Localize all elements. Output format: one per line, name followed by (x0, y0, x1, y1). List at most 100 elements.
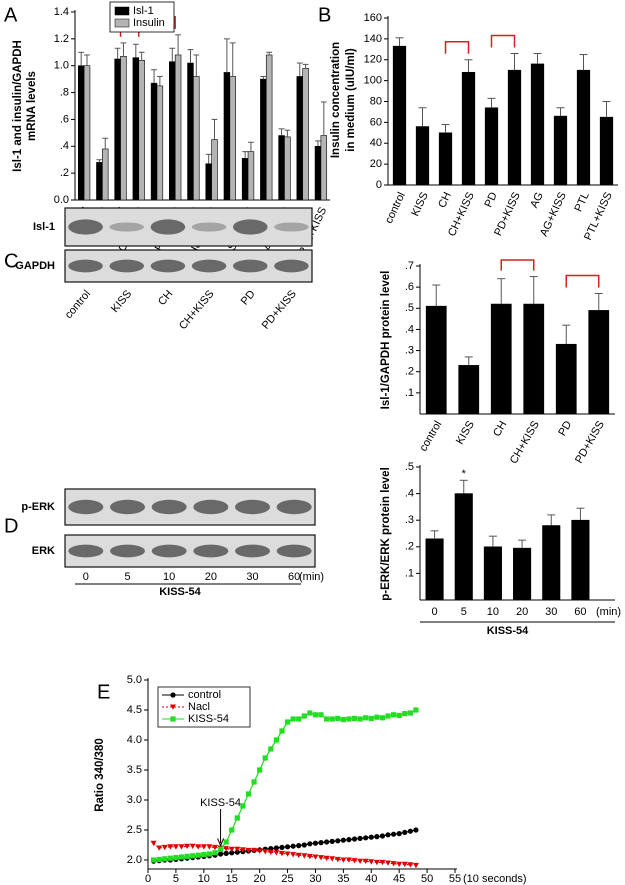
significance-bracket (490, 34, 516, 48)
annotation-arrowhead (217, 838, 225, 847)
error-bar (556, 107, 565, 117)
blot-band (68, 219, 103, 235)
x-tick-label: 45 (393, 873, 405, 885)
x-tick-label: 15 (226, 873, 238, 885)
x-tick-label: 10 (198, 873, 210, 885)
error-bar (278, 128, 285, 136)
blot-band (276, 544, 312, 558)
point (412, 862, 419, 869)
x-tick-label: 10 (487, 606, 499, 618)
error-bar (175, 34, 182, 55)
x-tick-label: 50 (421, 873, 433, 885)
blot-band (68, 499, 104, 515)
bar (513, 547, 532, 601)
point (150, 857, 157, 863)
blot-lane-label: 0 (83, 571, 89, 583)
point (211, 844, 218, 851)
point (385, 860, 392, 866)
error-bar (441, 123, 450, 133)
blot-band (110, 544, 145, 558)
x-tick-label: 60 (574, 606, 586, 618)
y-tick-label: .1 (405, 567, 414, 579)
point (351, 858, 358, 864)
annotation: * (462, 468, 467, 480)
bar (187, 62, 194, 201)
error-bar (464, 59, 473, 73)
legend-label: KISS-54 (188, 713, 229, 725)
blot-lane-label: 60 (288, 571, 300, 583)
point (257, 767, 263, 773)
point (228, 846, 235, 852)
y-tick-label: .6 (60, 113, 69, 125)
point (368, 859, 375, 865)
y-tick-label: 3.0 (127, 794, 142, 806)
bar (553, 115, 568, 186)
x-tick-label: 30 (309, 873, 321, 885)
point (234, 849, 240, 855)
error-bar (488, 535, 497, 547)
error-bar (84, 54, 90, 66)
point (379, 859, 386, 866)
y-tick-label: 4.5 (127, 704, 142, 716)
point (396, 861, 403, 867)
panel-letter: B (318, 4, 331, 26)
blot-lane-label: KISS (109, 288, 134, 315)
y-axis-label: p-ERK/ERK protein level (380, 467, 392, 601)
point (223, 846, 230, 852)
point (189, 843, 196, 849)
y-tick-label: .3 (405, 344, 414, 356)
error-bar (579, 54, 588, 71)
blot-lane-label: 5 (124, 571, 130, 583)
point (396, 712, 402, 718)
panel-letter: D (4, 515, 18, 537)
point (357, 716, 363, 722)
point (234, 815, 240, 821)
blot-band (193, 499, 229, 515)
y-tick-label: 100 (364, 75, 382, 87)
error-bar (284, 129, 291, 137)
y-tick-label: 4.0 (127, 734, 142, 746)
point (396, 831, 402, 837)
point (195, 844, 202, 850)
x-tick-label: PD (483, 190, 500, 209)
bar (278, 135, 285, 201)
point (301, 853, 308, 859)
point (329, 856, 336, 862)
y-tick-label: 2.5 (127, 824, 142, 836)
bar (296, 76, 303, 201)
bar (599, 116, 614, 186)
x-tick-label: 20 (254, 873, 266, 885)
bar (138, 60, 145, 201)
point (301, 713, 307, 719)
bar (302, 68, 309, 201)
point (284, 851, 291, 857)
bar (484, 107, 499, 186)
panel-letter: A (4, 4, 18, 26)
significance-bracket (500, 259, 535, 271)
blot-band (235, 544, 270, 558)
bar (223, 72, 231, 201)
bar (260, 78, 267, 201)
point (173, 855, 179, 861)
bar (120, 56, 127, 201)
point (324, 839, 330, 845)
blot-band (150, 259, 186, 273)
point (334, 856, 341, 863)
bar (425, 538, 444, 601)
error-bar (211, 118, 218, 140)
y-tick-label: 80 (370, 95, 382, 107)
point (413, 827, 419, 833)
bar (458, 365, 480, 415)
point (156, 845, 163, 851)
point (229, 850, 235, 856)
bar (265, 54, 273, 201)
error-bar (562, 324, 571, 345)
blot-lane-label: 20 (205, 571, 217, 583)
point (217, 846, 224, 852)
y-tick-label: 2.0 (127, 854, 142, 866)
x-tick-label: CH+KISS (508, 419, 542, 466)
bar (542, 525, 561, 601)
blot-row-label: Isl-1 (33, 221, 55, 233)
point (190, 853, 196, 859)
x-tick-label: AG (528, 190, 546, 209)
